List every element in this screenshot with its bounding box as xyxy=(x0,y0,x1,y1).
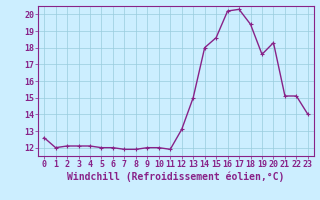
X-axis label: Windchill (Refroidissement éolien,°C): Windchill (Refroidissement éolien,°C) xyxy=(67,172,285,182)
